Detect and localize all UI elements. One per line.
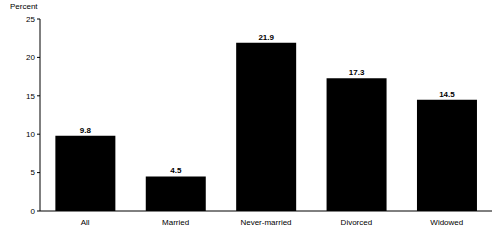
html-text:Percent: Percent	[10, 2, 38, 11]
svg-text:20: 20	[26, 53, 35, 62]
svg-text:15: 15	[26, 92, 35, 101]
svg-text:Never-married: Never-married	[240, 218, 291, 226]
svg-text:25: 25	[26, 15, 35, 24]
svg-text:Widowed: Widowed	[430, 218, 463, 226]
svg-text:Divorced: Divorced	[341, 218, 373, 226]
svg-text:Married: Married	[162, 218, 189, 226]
svg-text:14.5: 14.5	[439, 90, 455, 99]
svg-text:0: 0	[31, 207, 36, 216]
svg-text:10: 10	[26, 130, 35, 139]
svg-text:21.9: 21.9	[258, 33, 274, 42]
svg-text:17.3: 17.3	[349, 68, 365, 77]
svg-text:4.5: 4.5	[170, 166, 182, 175]
svg-text:All: All	[81, 218, 90, 226]
svg-text:5: 5	[31, 168, 36, 177]
svg-text:9.8: 9.8	[80, 126, 92, 135]
